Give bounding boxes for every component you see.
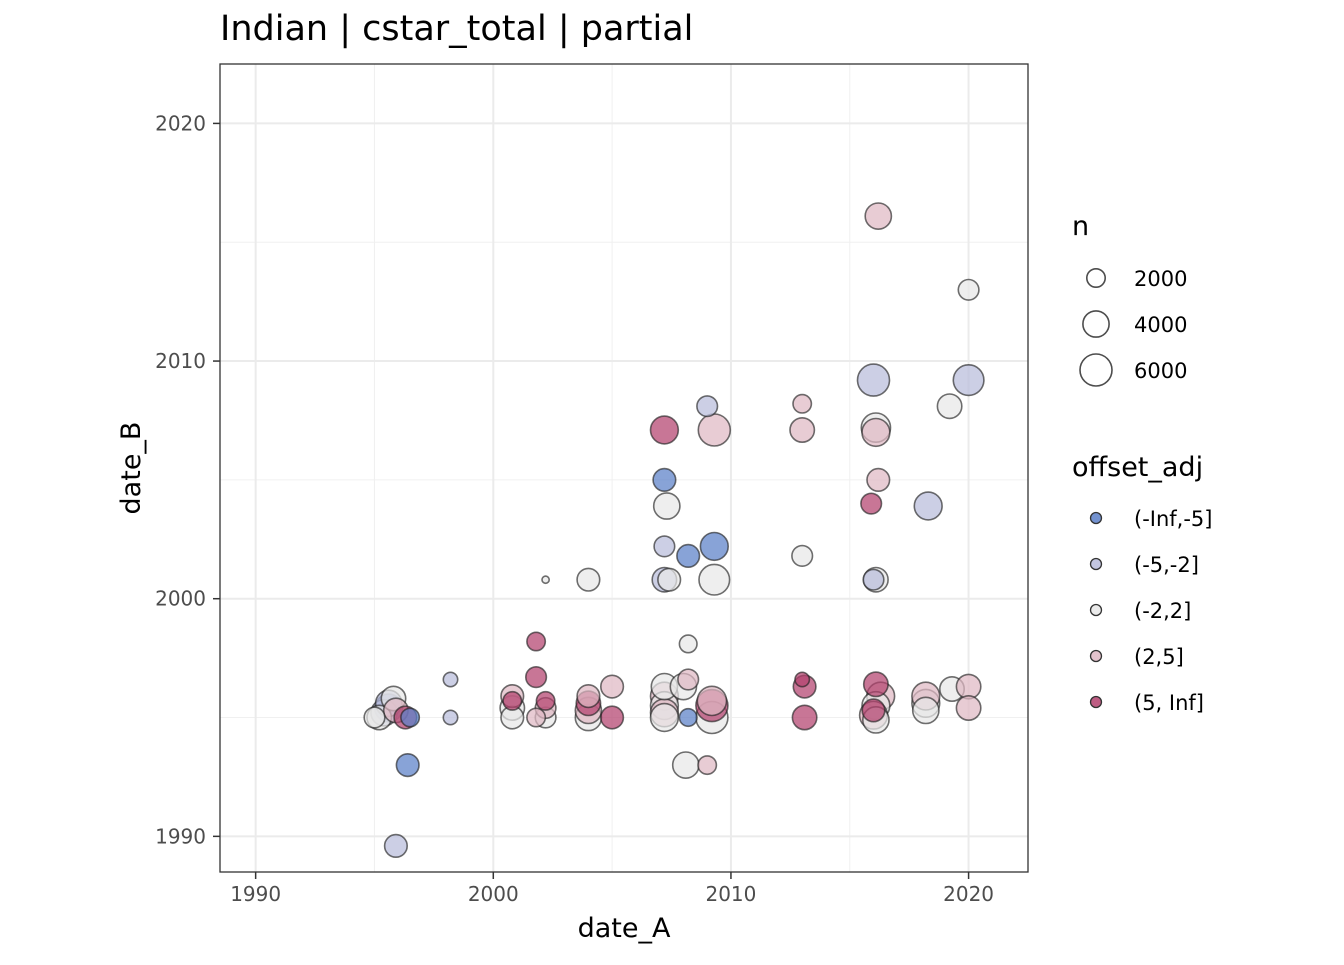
data-point xyxy=(535,690,556,711)
data-point xyxy=(383,833,409,859)
y-tick-label: 2010 xyxy=(155,349,206,373)
data-point xyxy=(856,363,891,397)
y-tick-label: 2020 xyxy=(155,111,206,135)
data-point xyxy=(678,634,698,654)
data-point xyxy=(911,696,940,725)
y-tick-label: 1990 xyxy=(155,824,206,848)
data-point xyxy=(860,492,883,515)
data-point xyxy=(698,563,731,596)
data-point xyxy=(363,706,386,729)
x-tick-label: 1990 xyxy=(230,882,281,906)
data-point xyxy=(864,202,893,231)
grid-major xyxy=(220,64,1028,872)
y-axis: 1990 2000 2010 2020 xyxy=(155,111,220,848)
data-point xyxy=(952,364,985,397)
data-point xyxy=(649,702,680,733)
color-legend-key xyxy=(1089,695,1103,709)
data-point xyxy=(789,416,816,443)
data-point xyxy=(696,395,719,418)
data-point xyxy=(649,415,680,445)
data-point xyxy=(699,531,729,562)
x-axis: 1990 2000 2010 2020 xyxy=(230,872,994,906)
data-point xyxy=(576,683,601,709)
plot-border xyxy=(219,63,1029,873)
x-axis-title: date_A xyxy=(578,913,671,944)
data-point xyxy=(696,685,728,717)
data-point xyxy=(526,707,547,728)
data-point xyxy=(791,704,818,731)
color-legend-key xyxy=(1089,557,1103,571)
data-point xyxy=(791,544,814,568)
data-point xyxy=(936,393,963,420)
x-tick-label: 2010 xyxy=(705,882,756,906)
grid-minor xyxy=(220,64,1028,872)
data-point xyxy=(599,705,625,730)
y-axis-title: date_B xyxy=(116,422,147,515)
data-point xyxy=(862,671,889,698)
color-legend-key xyxy=(1089,511,1103,525)
data-point xyxy=(599,674,625,699)
size-legend-label: 6000 xyxy=(1134,359,1187,383)
data-point xyxy=(955,694,982,721)
data-point xyxy=(657,567,682,592)
data-points xyxy=(363,202,985,859)
data-point xyxy=(526,631,547,652)
x-tick-label: 2000 xyxy=(468,882,519,906)
color-legend-label: (2,5] xyxy=(1134,645,1184,669)
data-point xyxy=(862,568,885,591)
data-point xyxy=(652,492,681,520)
color-legend-key xyxy=(1089,603,1103,617)
size-legend-title: n xyxy=(1072,211,1089,242)
data-point xyxy=(653,535,676,558)
size-legend-key xyxy=(1082,310,1110,338)
data-point xyxy=(502,690,523,711)
chart-title: Indian | cstar_total | partial xyxy=(220,9,693,49)
data-point xyxy=(913,491,943,521)
data-point xyxy=(697,413,732,447)
data-point xyxy=(697,755,718,776)
color-legend-label: (-5,-2] xyxy=(1134,553,1199,577)
y-tick-label: 2000 xyxy=(155,587,206,611)
color-legend-label: (-Inf,-5] xyxy=(1134,507,1212,531)
size-legend-label: 4000 xyxy=(1134,313,1187,337)
plot-panel xyxy=(220,64,1028,872)
size-legend: n 2000 4000 6000 xyxy=(1072,211,1187,387)
size-legend-key xyxy=(1079,353,1113,387)
data-point xyxy=(677,668,700,691)
data-point xyxy=(866,467,891,493)
size-legend-key xyxy=(1086,267,1107,288)
data-point xyxy=(678,707,698,728)
color-legend-label: (-2,2] xyxy=(1134,599,1191,623)
x-tick-label: 2020 xyxy=(943,882,994,906)
data-point xyxy=(442,671,459,688)
data-point xyxy=(671,751,700,780)
data-point xyxy=(524,665,548,689)
data-point xyxy=(792,393,813,414)
data-point xyxy=(957,278,980,301)
data-point xyxy=(652,467,677,493)
data-point xyxy=(400,707,421,728)
data-point xyxy=(676,543,701,569)
data-point xyxy=(861,698,886,723)
data-point xyxy=(541,575,550,585)
data-point xyxy=(861,417,891,448)
data-point xyxy=(395,752,420,778)
color-legend-key xyxy=(1089,649,1103,663)
size-legend-label: 2000 xyxy=(1134,267,1187,291)
data-point xyxy=(794,671,811,688)
color-legend: offset_adj (-Inf,-5] (-5,-2] (-2,2] (2,5] (5… xyxy=(1072,452,1212,715)
data-point xyxy=(442,709,459,726)
color-legend-title: offset_adj xyxy=(1072,452,1203,483)
data-point xyxy=(576,567,601,592)
color-legend-label: (5, Inf] xyxy=(1134,691,1204,715)
